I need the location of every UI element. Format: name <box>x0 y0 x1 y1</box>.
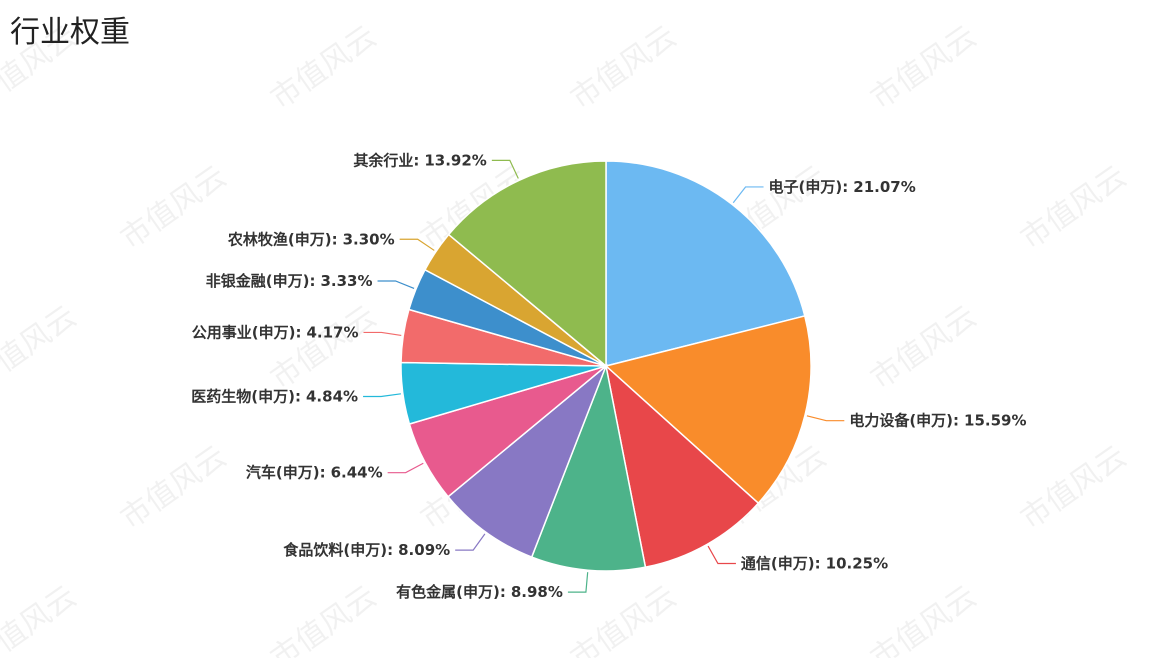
value-label: 4.84% <box>306 387 358 405</box>
watermark: 市值风云 <box>565 19 683 116</box>
watermark: 市值风云 <box>265 19 383 116</box>
watermark: 市值风云 <box>0 579 83 658</box>
value-label: 13.92% <box>424 151 486 169</box>
value-label: 4.17% <box>306 323 358 341</box>
watermark: 市值风云 <box>115 159 233 256</box>
separator: : <box>309 271 315 289</box>
leader-line <box>377 280 415 290</box>
pie-slice <box>447 160 607 368</box>
separator: : <box>320 463 326 481</box>
leader-line <box>455 533 486 551</box>
data-label: 有色金属(申万): 8.98% <box>396 583 563 601</box>
leader-line <box>707 545 736 565</box>
leader-line <box>363 393 401 398</box>
category-label: 食品饮料(申万) <box>283 541 387 559</box>
data-label: 医药生物(申万): 4.84% <box>191 387 358 405</box>
value-label: 3.33% <box>320 271 372 289</box>
data-label: 通信(申万): 10.25% <box>741 554 888 572</box>
separator: : <box>387 541 393 559</box>
watermark: 市值风云 <box>865 299 983 396</box>
data-label: 其余行业: 13.92% <box>353 151 487 169</box>
leader-line <box>567 572 589 593</box>
category-label: 其余行业 <box>353 151 413 169</box>
value-label: 8.98% <box>511 583 563 601</box>
category-label: 非银金融(申万) <box>206 271 310 289</box>
category-label: 电力设备(申万) <box>849 411 953 429</box>
category-label: 电子(申万) <box>769 177 843 195</box>
pie-slice <box>530 363 647 572</box>
pie-slice <box>604 315 812 505</box>
leader-line <box>806 415 845 422</box>
watermark: 市值风云 <box>865 19 983 116</box>
category-label: 公用事业(申万) <box>192 323 296 341</box>
data-label: 农林牧渔(申万): 3.30% <box>227 230 395 248</box>
watermark: 市值风云 <box>115 439 233 536</box>
separator: : <box>295 323 301 341</box>
category-label: 医药生物(申万) <box>191 387 295 405</box>
data-label: 汽车(申万): 6.44% <box>246 463 383 481</box>
separator: : <box>500 583 506 601</box>
leader-line <box>387 462 424 474</box>
watermark: 市值风云 <box>1015 159 1133 256</box>
watermark: 市值风云 <box>265 299 383 396</box>
value-label: 6.44% <box>331 463 383 481</box>
separator: : <box>842 177 848 195</box>
data-label: 非银金融(申万): 3.33% <box>206 271 373 289</box>
separator: : <box>332 230 338 248</box>
pie-slice <box>605 160 806 367</box>
leader-line <box>363 331 402 337</box>
separator: : <box>815 554 821 572</box>
leader-line <box>732 186 764 204</box>
watermark: 市值风云 <box>565 579 683 658</box>
value-label: 3.30% <box>343 230 395 248</box>
separator: : <box>295 387 301 405</box>
data-label: 电子(申万): 21.07% <box>769 177 916 195</box>
category-label: 通信(申万) <box>741 554 815 572</box>
category-label: 农林牧渔(申万) <box>227 230 332 248</box>
leader-line <box>491 159 519 179</box>
pie-slice <box>604 363 760 569</box>
category-label: 汽车(申万) <box>246 463 320 481</box>
watermark: 市值风云 <box>0 299 83 396</box>
data-label: 食品饮料(申万): 8.09% <box>283 541 450 559</box>
data-label: 公用事业(申万): 4.17% <box>192 323 359 341</box>
watermark: 市值风云 <box>865 579 983 658</box>
data-label: 电力设备(申万): 15.59% <box>849 411 1026 429</box>
leader-line <box>399 238 435 251</box>
category-label: 有色金属(申万) <box>396 583 500 601</box>
separator: : <box>953 411 959 429</box>
value-label: 8.09% <box>398 541 450 559</box>
chart-title: 行业权重 <box>10 15 130 50</box>
value-label: 15.59% <box>964 411 1026 429</box>
watermark: 市值风云 <box>1015 439 1133 536</box>
watermark: 市值风云 <box>265 579 383 658</box>
value-label: 21.07% <box>853 177 915 195</box>
separator: : <box>413 151 419 169</box>
value-label: 10.25% <box>826 554 888 572</box>
pie-slice <box>447 363 608 559</box>
